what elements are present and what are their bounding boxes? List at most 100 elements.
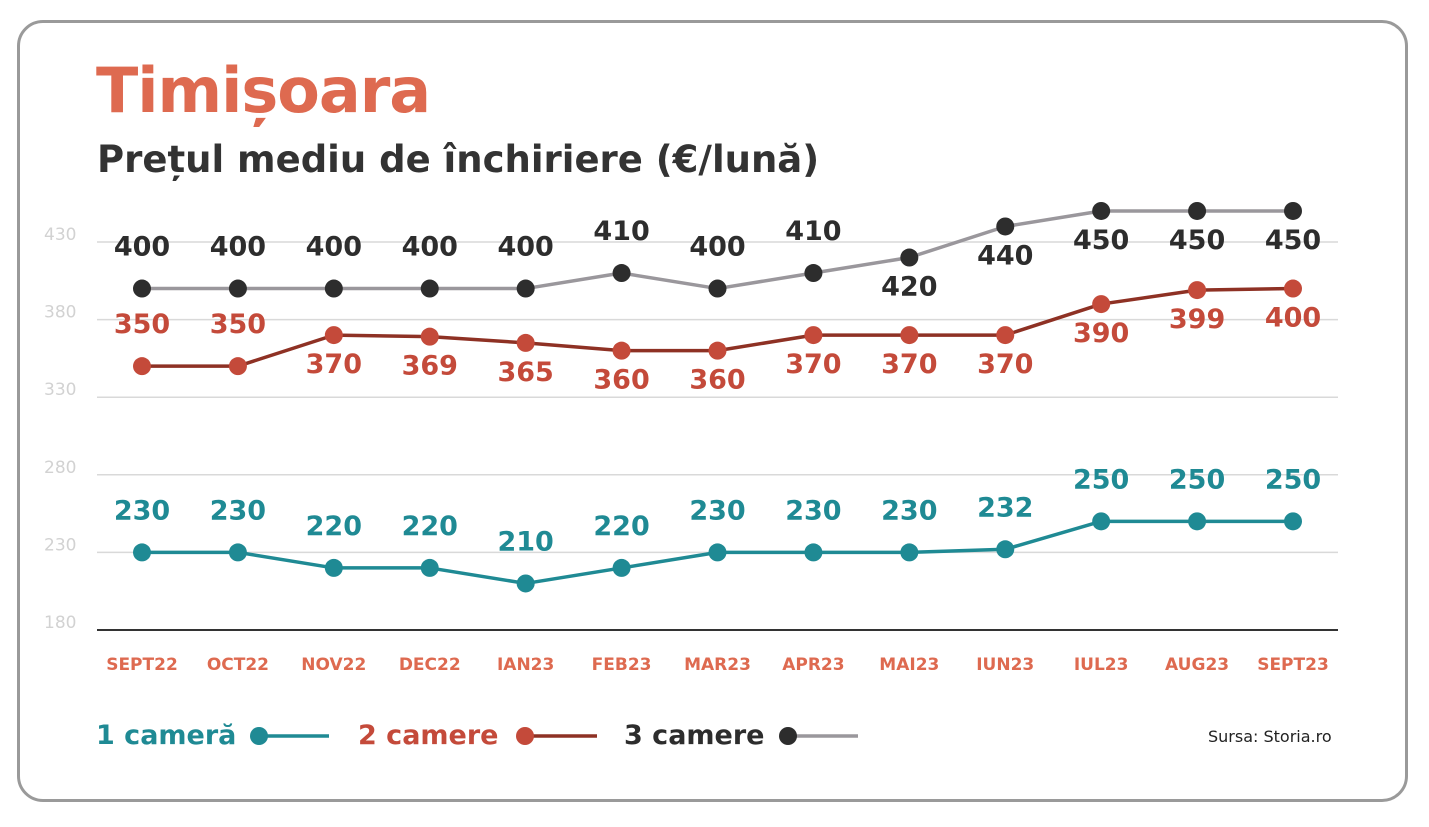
legend-marker — [779, 727, 797, 745]
data-point — [612, 341, 631, 360]
x-tick-label: NOV22 — [301, 655, 366, 675]
x-tick-label: MAR23 — [684, 655, 751, 675]
data-point — [1284, 201, 1302, 220]
data-point — [133, 279, 151, 298]
data-label: 440 — [977, 240, 1033, 271]
data-label: 450 — [1169, 225, 1225, 256]
data-label: 399 — [1169, 304, 1225, 335]
data-point — [228, 357, 247, 376]
data-point — [420, 279, 439, 298]
x-axis-ticks: SEPT22 OCT22 NOV22 DEC22 IAN23 FEB23 MAR23 APR2… — [106, 655, 1329, 675]
data-label: 390 — [1073, 318, 1129, 349]
data-point — [133, 357, 151, 376]
y-axis-ticks: 430 380 330 280 230 180 — [44, 225, 76, 633]
x-tick-label: IUN23 — [976, 655, 1034, 675]
data-point — [900, 543, 919, 562]
data-label: 230 — [114, 495, 170, 526]
data-point — [228, 543, 247, 562]
data-point — [708, 341, 727, 360]
data-point — [133, 543, 151, 562]
legend-label: 2 camere — [358, 720, 498, 751]
data-point — [324, 279, 343, 298]
data-label: 450 — [1265, 225, 1321, 256]
x-tick-label: SEPT22 — [106, 655, 178, 675]
data-point — [1092, 512, 1111, 531]
x-tick-label: SEPT23 — [1257, 655, 1329, 675]
data-point — [1092, 295, 1111, 314]
data-point — [996, 540, 1015, 559]
legend-marker — [516, 727, 534, 745]
x-tick-label: FEB23 — [592, 655, 652, 675]
data-label: 410 — [785, 216, 841, 247]
chart-title: Timișoara — [96, 54, 431, 127]
data-point — [324, 326, 343, 345]
x-tick-label: APR23 — [782, 655, 844, 675]
data-labels: 230 230 220 220 210 220 230 230 230 232 250 250 250 3… — [114, 216, 1321, 557]
grid-lines — [97, 241, 1338, 631]
data-label: 220 — [402, 511, 458, 542]
data-point — [228, 279, 247, 298]
data-label: 400 — [402, 232, 458, 263]
data-label: 230 — [881, 495, 937, 526]
data-point — [612, 558, 631, 577]
data-label: 450 — [1073, 225, 1129, 256]
y-tick-label: 380 — [44, 303, 76, 323]
data-point — [516, 279, 535, 298]
data-point — [996, 217, 1015, 236]
legend-marker — [250, 727, 268, 745]
data-label: 250 — [1073, 464, 1129, 495]
data-label: 400 — [497, 232, 553, 263]
legend-item: 3 camere — [624, 720, 858, 751]
source-note: Sursa: Storia.ro — [1208, 727, 1332, 746]
data-point — [804, 264, 823, 283]
data-point — [1188, 512, 1207, 531]
data-label: 350 — [114, 309, 170, 340]
series-1 — [133, 512, 1302, 593]
x-tick-label: AUG23 — [1165, 655, 1229, 675]
legend-label: 3 camere — [624, 720, 764, 751]
chart-card — [17, 20, 1408, 802]
data-point — [324, 558, 343, 577]
y-tick-label: 230 — [44, 535, 76, 555]
data-point — [708, 543, 727, 562]
data-label: 365 — [497, 357, 553, 388]
legend-label: 1 cameră — [96, 720, 236, 751]
data-point — [516, 333, 535, 352]
legend-item: 2 camere — [358, 720, 597, 751]
data-point — [1092, 201, 1111, 220]
data-label: 400 — [1265, 303, 1321, 334]
data-label: 360 — [689, 365, 745, 396]
y-tick-label: 180 — [44, 613, 76, 633]
x-tick-label: IUL23 — [1074, 655, 1129, 675]
y-tick-label: 330 — [44, 380, 76, 400]
series-3 — [133, 201, 1302, 298]
data-point — [804, 326, 823, 345]
x-tick-label: DEC22 — [399, 655, 461, 675]
data-label: 210 — [497, 526, 553, 557]
data-label: 230 — [689, 495, 745, 526]
data-label: 400 — [689, 232, 745, 263]
data-label: 220 — [593, 511, 649, 542]
data-point — [420, 327, 439, 346]
data-point — [900, 326, 919, 345]
data-label: 410 — [593, 216, 649, 247]
series-layer — [133, 201, 1302, 593]
data-point — [1188, 281, 1207, 300]
data-point — [1284, 279, 1302, 298]
data-point — [420, 558, 439, 577]
x-tick-label: IAN23 — [497, 655, 554, 675]
data-point — [612, 264, 631, 283]
data-point — [1188, 201, 1207, 220]
data-label: 400 — [114, 232, 170, 263]
data-label: 400 — [210, 232, 266, 263]
data-label: 370 — [977, 349, 1033, 380]
data-label: 369 — [402, 351, 458, 382]
data-label: 400 — [306, 232, 362, 263]
legend: 1 cameră 2 camere 3 camere — [96, 720, 858, 751]
data-label: 420 — [881, 272, 937, 303]
y-tick-label: 280 — [44, 458, 76, 478]
data-label: 370 — [785, 349, 841, 380]
data-label: 350 — [210, 309, 266, 340]
x-tick-label: MAI23 — [879, 655, 939, 675]
